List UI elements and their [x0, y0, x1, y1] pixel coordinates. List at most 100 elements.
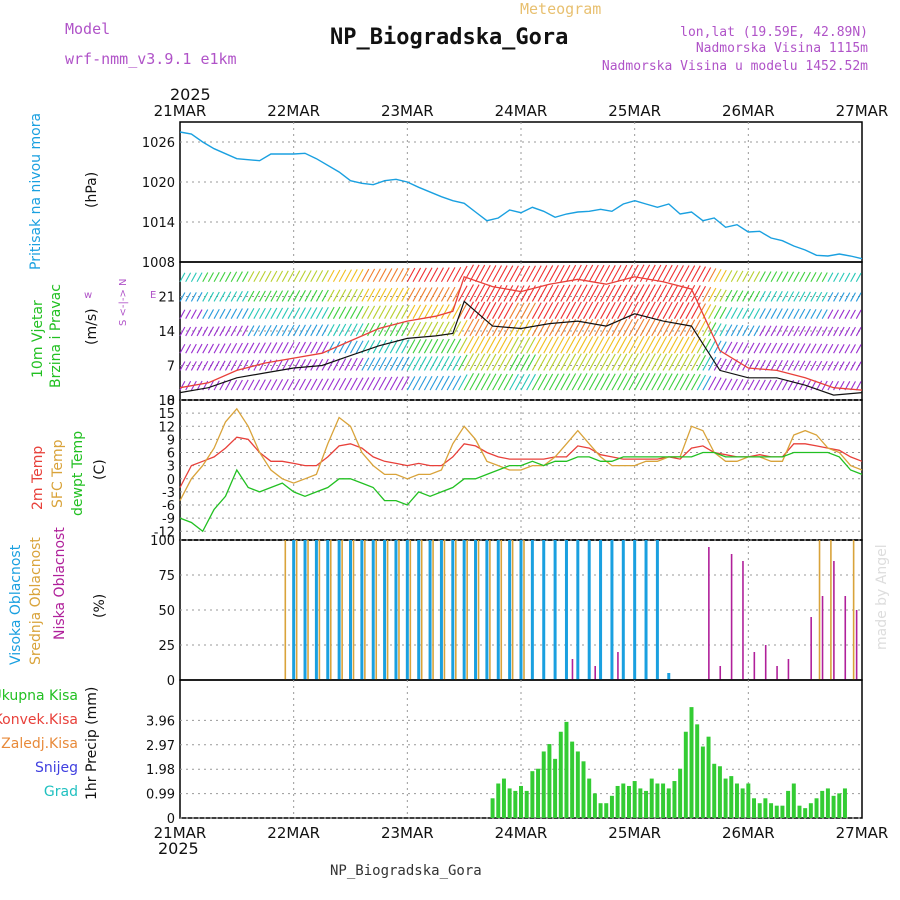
wind-barb: [747, 379, 755, 391]
wind-barb: [753, 325, 761, 337]
y-tick-label: 25: [158, 639, 175, 654]
wind-barb: [298, 378, 306, 391]
wind-barb: [384, 305, 393, 319]
wind-barb: [565, 353, 577, 371]
wind-barb: [310, 341, 318, 354]
model-label: Model: [65, 20, 110, 38]
wind-barb: [332, 306, 341, 319]
wind-barb: [242, 290, 249, 302]
wind-barb: [406, 304, 416, 319]
wind-barb: [673, 319, 684, 337]
precip-bar: [752, 798, 757, 818]
wind-barb: [742, 325, 749, 337]
wind-barb: [560, 373, 571, 391]
wind-barb: [639, 318, 651, 337]
wind-barb: [696, 374, 706, 391]
precip-bar: [558, 731, 563, 818]
wind-barb: [338, 289, 347, 302]
wind-barb: [224, 308, 232, 319]
wind-barb: [662, 264, 673, 282]
wind-barb: [236, 360, 243, 371]
wind-barb: [685, 336, 696, 354]
wind-barb: [730, 378, 738, 391]
wind-barb: [253, 342, 261, 354]
wind-barb: [691, 265, 701, 282]
wind-barb: [776, 379, 783, 391]
precip-bar: [598, 803, 603, 818]
wind-barb: [668, 373, 679, 391]
wind-barb: [480, 336, 491, 354]
wind-barb: [799, 360, 806, 371]
precip-bar: [729, 776, 734, 818]
cloud-unit: (%): [92, 594, 108, 618]
wind-barb: [713, 377, 722, 391]
wind-barb: [298, 359, 306, 371]
wind-barb: [770, 379, 778, 391]
wind-barb: [315, 270, 324, 282]
precip-bar: [621, 783, 626, 818]
y-tick-label: -9: [162, 512, 175, 527]
wind-barb: [281, 324, 289, 337]
wind-barb: [742, 307, 749, 319]
wind-barb: [253, 290, 261, 302]
wind-barb: [679, 302, 690, 319]
wind-barb: [281, 270, 289, 282]
wind-barb: [287, 290, 295, 302]
wind-barb: [628, 284, 639, 302]
wind-barb: [367, 340, 376, 354]
wind-barb: [236, 291, 243, 302]
wind-barb: [759, 290, 766, 302]
wind-barb: [531, 319, 542, 337]
date-tick-label: 27MAR: [836, 824, 889, 842]
wind-barb: [378, 376, 387, 391]
y-tick-label: 12: [158, 420, 175, 435]
wind-barb: [673, 336, 684, 354]
wind-barb: [793, 291, 800, 302]
wind-barb: [605, 373, 616, 391]
wind-barb: [594, 301, 605, 319]
y-tick-label: 0: [167, 674, 175, 689]
wind-barb: [622, 301, 633, 319]
wind-barb: [367, 305, 376, 319]
wind-barb: [332, 358, 341, 371]
wind-barb: [543, 336, 554, 354]
precip-grad-label: Grad: [44, 784, 78, 800]
wind-barb: [287, 270, 295, 282]
wind-barb: [611, 264, 622, 282]
date-tick-label: 21MAR: [154, 102, 207, 120]
wind-barb: [736, 379, 744, 391]
wind-barb: [821, 309, 828, 319]
wind-barb: [361, 288, 370, 302]
wind-barb: [833, 344, 839, 354]
wind-barb: [639, 284, 651, 302]
wind-barb: [764, 325, 772, 337]
wind-barb: [622, 373, 633, 391]
wind-barb: [270, 270, 278, 282]
wind-barb: [827, 326, 834, 337]
precip-bar: [507, 788, 512, 818]
wind-barb: [583, 353, 594, 371]
precip-bar: [524, 790, 529, 818]
wind-barb: [287, 378, 295, 391]
wind-barb: [196, 272, 203, 282]
wind-barb: [293, 324, 301, 337]
wind-barb: [372, 376, 381, 391]
wind-barb: [736, 290, 744, 302]
wind-barb: [332, 323, 341, 337]
wind-barb: [605, 302, 616, 319]
wind-barb: [776, 308, 783, 319]
wind-barb: [816, 380, 823, 391]
wind-barb: [463, 264, 474, 282]
wind-barb: [753, 308, 761, 319]
wind-barb: [355, 357, 364, 371]
wind-barb: [503, 285, 514, 302]
wind-barb: [565, 301, 577, 319]
wind-barb: [219, 291, 226, 302]
wind-barb: [276, 290, 284, 302]
wind-barb: [844, 309, 851, 319]
wind-barb: [600, 319, 611, 337]
wind-barb: [753, 290, 761, 302]
wind-barb: [350, 340, 358, 354]
wind-barb: [236, 342, 243, 354]
wind-barb: [486, 284, 497, 302]
